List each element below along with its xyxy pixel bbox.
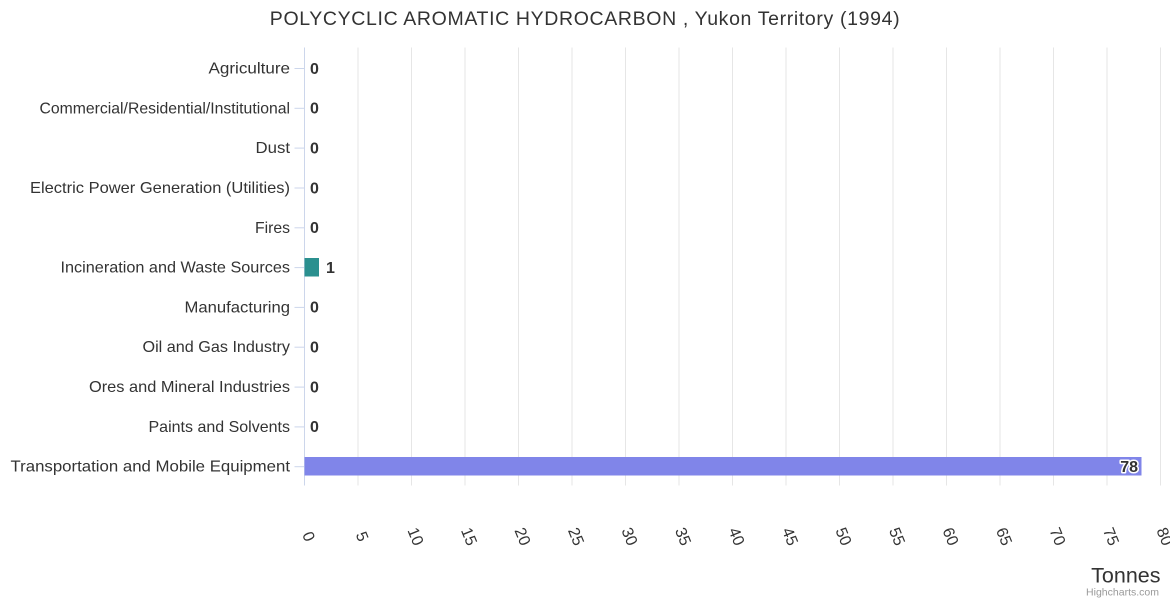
svg-text:0: 0 <box>310 340 319 357</box>
svg-text:Highcharts.com: Highcharts.com <box>1086 587 1159 599</box>
svg-text:0: 0 <box>310 300 319 317</box>
svg-text:0: 0 <box>310 140 319 157</box>
svg-text:70: 70 <box>1046 525 1068 548</box>
svg-text:0: 0 <box>310 379 319 396</box>
svg-text:55: 55 <box>885 525 907 548</box>
svg-text:45: 45 <box>778 525 800 548</box>
svg-text:Agriculture: Agriculture <box>209 61 291 78</box>
svg-text:15: 15 <box>457 525 479 548</box>
svg-text:Dust: Dust <box>256 140 291 157</box>
svg-text:Transportation and Mobile Equi: Transportation and Mobile Equipment <box>11 459 291 476</box>
svg-text:1: 1 <box>326 260 335 277</box>
svg-text:60: 60 <box>939 525 961 548</box>
svg-text:25: 25 <box>564 525 586 548</box>
svg-text:0: 0 <box>310 101 319 118</box>
svg-text:Ores and Mineral Industries: Ores and Mineral Industries <box>89 379 290 396</box>
svg-text:Commercial/Residential/Institu: Commercial/Residential/Institutional <box>40 100 291 117</box>
svg-text:20: 20 <box>511 525 533 548</box>
svg-text:Oil and Gas Industry: Oil and Gas Industry <box>143 339 291 356</box>
svg-text:65: 65 <box>992 525 1014 548</box>
svg-text:Tonnes: Tonnes <box>1091 564 1160 588</box>
svg-text:0: 0 <box>310 419 319 436</box>
svg-text:75: 75 <box>1099 525 1121 548</box>
svg-text:Incineration and Waste Sources: Incineration and Waste Sources <box>61 260 291 277</box>
svg-text:78: 78 <box>1120 459 1138 476</box>
svg-text:Electric Power Generation (Uti: Electric Power Generation (Utilities) <box>30 180 290 197</box>
svg-text:50: 50 <box>832 525 854 548</box>
svg-text:0: 0 <box>310 61 319 78</box>
svg-text:Manufacturing: Manufacturing <box>185 299 291 316</box>
svg-text:30: 30 <box>618 525 640 548</box>
svg-text:POLYCYCLIC AROMATIC HYDROCARBO: POLYCYCLIC AROMATIC HYDROCARBON , Yukon … <box>270 8 900 30</box>
svg-text:Fires: Fires <box>255 220 290 237</box>
svg-text:0: 0 <box>310 220 319 237</box>
svg-text:40: 40 <box>725 525 747 548</box>
svg-text:10: 10 <box>404 525 426 548</box>
svg-text:35: 35 <box>671 525 693 548</box>
svg-text:0: 0 <box>310 180 319 197</box>
svg-text:Paints and Solvents: Paints and Solvents <box>149 419 291 436</box>
